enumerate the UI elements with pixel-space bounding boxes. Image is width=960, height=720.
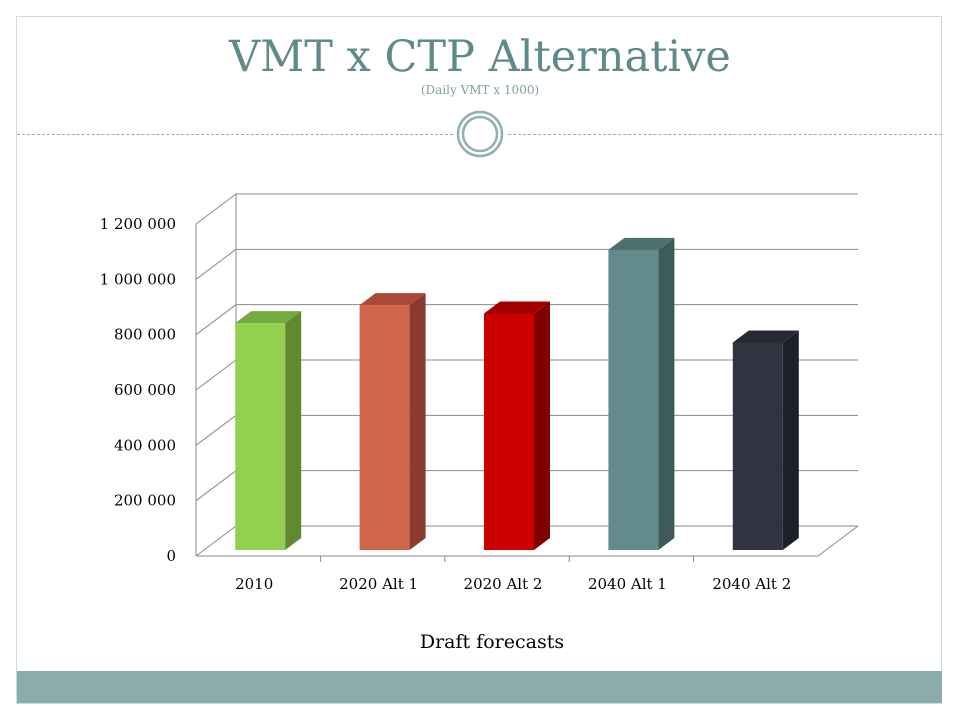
bar-side: [285, 311, 302, 550]
y-tick-label: 600 000: [114, 381, 176, 399]
y-axis-ticks: 0 200 000 400 000 600 000 800 000 1 000 000 1 …: [100, 215, 176, 565]
bar-front: [484, 313, 534, 550]
bar-5: [732, 330, 799, 550]
x-category-label: 2040 Alt 1: [588, 575, 667, 593]
x-axis-label: Draft forecasts: [420, 631, 564, 653]
bar-side: [409, 293, 426, 550]
x-category-label: 2010: [235, 575, 273, 593]
bar-top: [235, 311, 302, 324]
y-tick-label: 200 000: [114, 492, 176, 510]
y-tick-label: 0: [166, 547, 176, 565]
x-category-label: 2020 Alt 1: [339, 575, 418, 593]
gridline-side-0: [195, 525, 237, 557]
circle-ornament-icon: [456, 110, 504, 158]
footer-bar: [17, 671, 942, 703]
y-tick-label: 400 000: [114, 436, 176, 454]
gridline-side-4: [195, 304, 237, 336]
bar-top: [484, 301, 550, 314]
gridline-side-2: [195, 414, 237, 446]
gridline-side-3: [195, 359, 237, 391]
x-category-label: 2040 Alt 2: [712, 575, 791, 593]
y-tick-label: 1 200 000: [100, 215, 176, 233]
slide-title: VMT x CTP Alternative: [229, 32, 731, 82]
bar-top: [732, 330, 799, 343]
bar-front: [359, 305, 410, 550]
bar-top: [359, 293, 426, 306]
gridline-side-1: [195, 470, 237, 502]
gridline-side-5: [195, 248, 237, 280]
bar-front: [608, 249, 659, 551]
y-tick-label: 1 000 000: [100, 270, 176, 288]
bar-front: [732, 342, 783, 550]
floor-right-edge: [817, 525, 859, 557]
bar-side: [534, 301, 550, 550]
bar-4: [608, 237, 675, 551]
slide-subtitle: (Daily VMT x 1000): [420, 83, 540, 97]
bar-side: [782, 330, 799, 550]
bar-2: [359, 293, 426, 550]
y-tick-label: 800 000: [114, 326, 176, 344]
x-axis-categories: 2010 2020 Alt 1 2020 Alt 2 2040 Alt 1 2040 A…: [235, 575, 791, 593]
bar-1: [235, 311, 302, 550]
title-divider-right: [508, 134, 942, 135]
gridline-side-6: [195, 193, 237, 225]
bar-front: [235, 323, 286, 550]
bar-top: [608, 237, 675, 250]
title-divider-left: [17, 134, 453, 135]
bar-3: [484, 301, 550, 550]
slide-frame: [16, 16, 942, 704]
bar-side: [658, 237, 675, 551]
x-category-label: 2020 Alt 2: [464, 575, 543, 593]
chart-bars: [235, 237, 799, 551]
